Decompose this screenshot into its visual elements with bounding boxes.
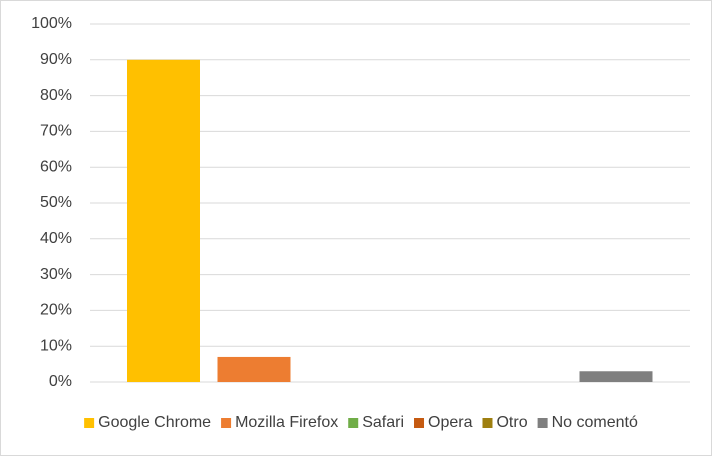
legend-label: Safari: [362, 414, 404, 431]
legend-swatch: [414, 418, 425, 428]
y-tick-label: 100%: [31, 15, 72, 32]
y-tick-label: 70%: [40, 123, 72, 140]
y-tick-label: 0%: [49, 373, 72, 390]
bar: [217, 356, 291, 382]
y-tick-label: 40%: [40, 230, 72, 247]
y-tick-label: 60%: [40, 158, 72, 175]
legend-swatch: [537, 418, 548, 428]
legend-swatch: [482, 418, 493, 428]
legend-label: Otro: [496, 414, 527, 431]
legend-label: Opera: [428, 414, 473, 431]
y-tick-label: 80%: [40, 87, 72, 104]
y-tick-label: 50%: [40, 194, 72, 211]
legend-label: Google Chrome: [98, 414, 211, 431]
y-tick-label: 90%: [40, 51, 72, 68]
y-tick-label: 20%: [40, 302, 72, 319]
legend-label: No comentó: [552, 414, 638, 431]
legend-label: Mozilla Firefox: [235, 414, 338, 431]
y-tick-label: 10%: [40, 337, 72, 354]
y-tick-label: 30%: [40, 266, 72, 283]
legend-swatch: [84, 418, 95, 428]
legend-swatch: [221, 418, 232, 428]
bar: [127, 59, 200, 383]
bar: [579, 371, 653, 382]
legend-swatch: [348, 418, 359, 428]
